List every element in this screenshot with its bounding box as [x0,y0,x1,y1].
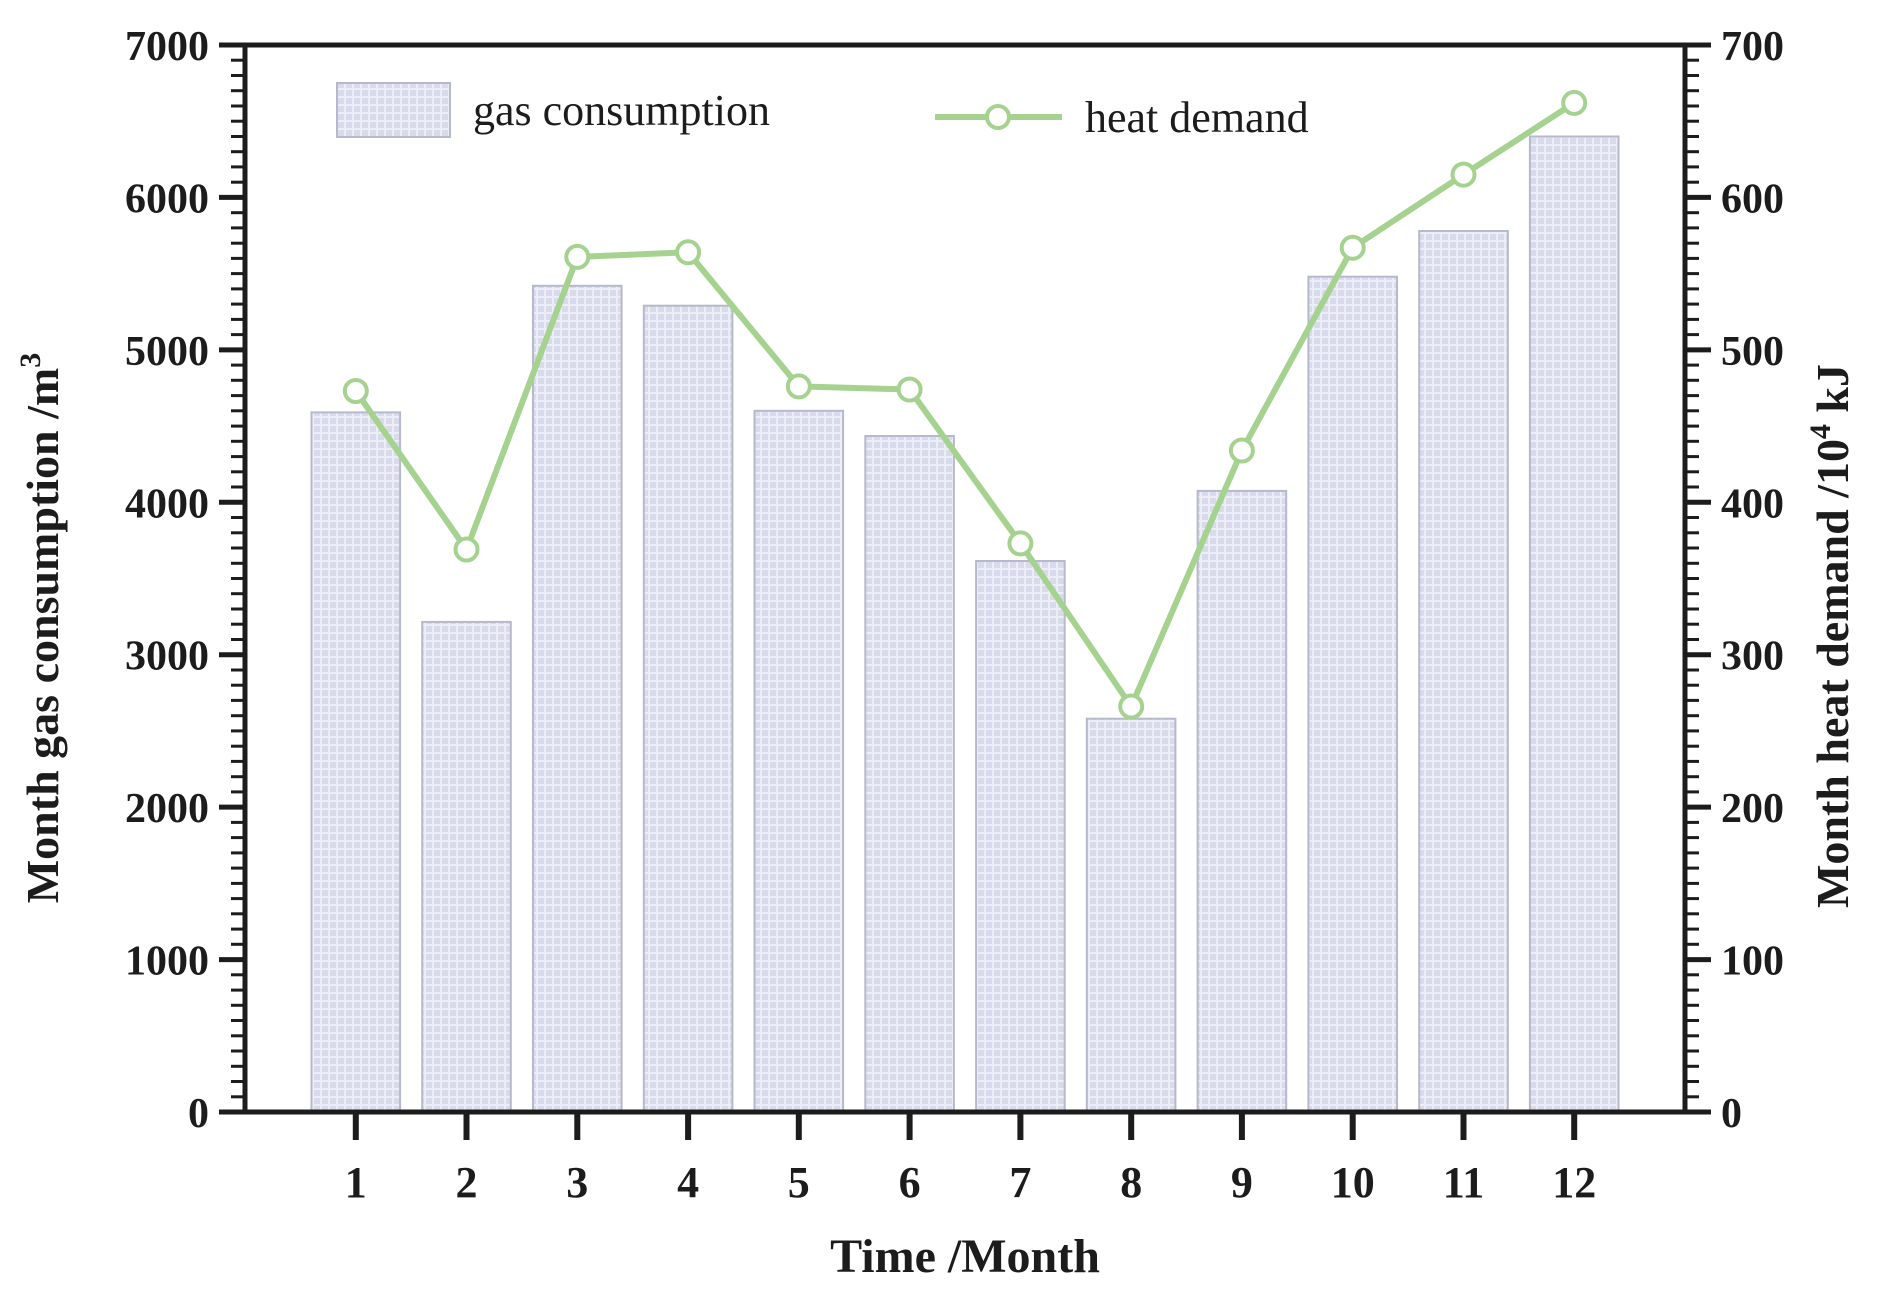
marker-month-9 [1228,437,1255,464]
left-tick-label-4000: 4000 [125,481,209,527]
x-axis-title: Time /Month [830,1230,1100,1283]
bar-month-3 [532,284,623,1113]
right-tick-label-100: 100 [1721,939,1784,985]
x-tick-label-9: 9 [1231,1158,1253,1207]
marker-month-11 [1450,161,1477,188]
right-axis-tick-labels: 0 100 200 300 400 500 600 700 [1721,24,1784,1137]
right-tick-label-0: 0 [1721,1091,1742,1137]
left-tick-label-3000: 3000 [125,634,209,680]
left-axis-tick-labels: 0 1000 2000 3000 4000 5000 6000 7000 [125,24,209,1137]
marker-month-12 [1561,89,1588,116]
x-tick-label-4: 4 [677,1158,699,1207]
bar-month-6 [864,435,955,1113]
marker-month-1 [342,378,369,404]
bar-month-10 [1307,275,1399,1113]
gas-consumption-bars [310,135,1620,1114]
right-tick-label-200: 200 [1721,786,1784,832]
left-tick-label-6000: 6000 [125,176,209,222]
bar-month-2 [421,620,512,1114]
bar-month-12 [1528,135,1620,1113]
legend-label-gas-consumption: gas consumption [473,86,770,135]
right-tick-label-400: 400 [1721,481,1784,527]
heat-demand-markers [342,89,1588,720]
x-tick-label-10: 10 [1331,1158,1375,1207]
x-tick-label-2: 2 [456,1158,478,1207]
legend-label-heat-demand: heat demand [1085,93,1309,142]
marker-month-7 [1007,530,1034,557]
bar-month-9 [1196,489,1288,1113]
x-tick-label-7: 7 [1009,1158,1031,1207]
right-tick-label-500: 500 [1721,329,1784,375]
heat-demand-line [352,99,1578,710]
bar-month-4 [642,304,734,1113]
x-tick-label-12: 12 [1552,1158,1596,1207]
marker-month-2 [453,536,480,563]
left-tick-label-5000: 5000 [125,329,209,375]
x-axis-tick-labels: 1 2 3 4 5 6 7 8 9 10 11 12 [345,1158,1596,1207]
marker-month-8 [1118,693,1145,720]
x-tick-label-3: 3 [566,1158,588,1207]
right-tick-label-300: 300 [1721,634,1784,680]
right-axis-title-part: kJ [1807,364,1858,424]
right-axis-title: Month heat demand /104 kJ [1804,364,1858,908]
bar-month-1 [310,411,402,1113]
legend: gas consumption heat demand [336,82,1309,142]
marker-month-4 [675,239,702,266]
left-tick-label-7000: 7000 [125,24,209,70]
bar-month-7 [975,560,1066,1113]
left-axis-title-part: 3 [14,353,47,368]
left-tick-label-1000: 1000 [125,939,209,985]
marker-month-3 [564,243,591,270]
bar-month-11 [1418,230,1509,1113]
legend-marker-icon [985,104,1011,130]
right-tick-label-700: 700 [1721,24,1784,70]
x-tick-label-1: 1 [345,1158,367,1207]
bar-month-5 [753,409,845,1113]
marker-month-10 [1339,234,1366,261]
axis-ticks [219,42,1711,1140]
bar-month-8 [1085,717,1177,1113]
left-axis-title-part: Month gas consumption /m [17,368,68,903]
x-tick-label-6: 6 [899,1158,921,1207]
legend-swatch-gas-consumption [336,82,451,138]
left-tick-label-0: 0 [188,1091,209,1137]
marker-month-5 [785,373,812,400]
right-axis-title-part: Month heat demand /10 [1807,439,1858,908]
x-tick-label-5: 5 [788,1158,810,1207]
right-axis-title-part: 4 [1804,424,1837,439]
right-tick-label-600: 600 [1721,176,1784,222]
left-tick-label-2000: 2000 [125,786,209,832]
left-axis-title: Month gas consumption /m3 [14,353,68,903]
x-tick-label-8: 8 [1120,1158,1142,1207]
marker-month-6 [896,376,923,403]
x-tick-label-11: 11 [1443,1158,1485,1207]
